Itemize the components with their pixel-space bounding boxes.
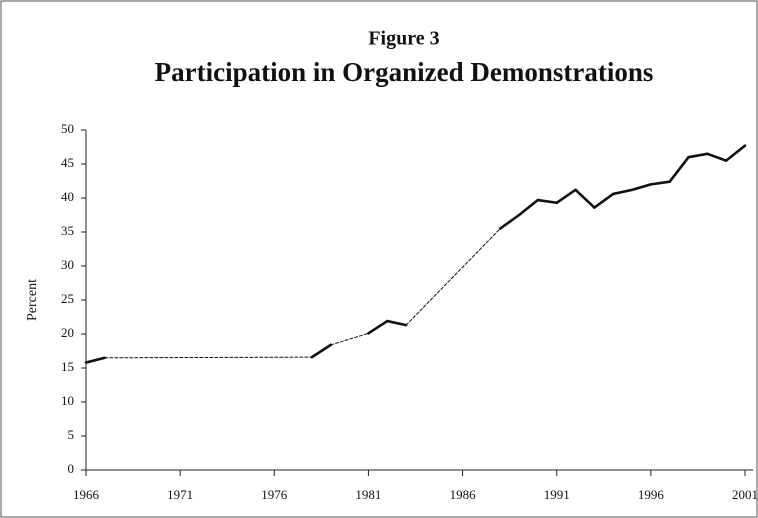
x-tick-label: 1981 [355, 487, 381, 502]
line-segment [310, 343, 333, 359]
y-tick-label: 10 [61, 393, 74, 408]
y-tick-label: 45 [61, 155, 74, 170]
line-segment [668, 155, 690, 183]
line-segment [724, 144, 747, 162]
x-tick-label: 1991 [544, 487, 570, 502]
line-segment [84, 356, 107, 364]
x-tick-label: 1966 [73, 487, 100, 502]
y-tick-label: 40 [61, 189, 74, 204]
line-segment-interpolated [330, 332, 369, 346]
line-segment [555, 188, 577, 205]
y-axis-label: Percent [25, 279, 40, 321]
chart-title: Figure 3 [368, 28, 439, 50]
line-segment [517, 198, 540, 217]
line-segment [611, 188, 634, 196]
line-segment [498, 213, 521, 230]
y-tick-label: 30 [61, 257, 74, 272]
y-tick-label: 0 [68, 461, 75, 476]
x-tick-label: 1971 [167, 487, 193, 502]
line-segment [536, 198, 559, 205]
y-tick-label: 5 [68, 427, 75, 442]
chart-subtitle: Participation in Organized Demonstration… [155, 57, 654, 87]
line-segment-interpolated [104, 356, 313, 359]
x-tick-label: 2001 [732, 487, 758, 502]
y-tick-label: 20 [61, 325, 74, 340]
y-tick-label: 50 [61, 121, 74, 136]
line-segment [687, 152, 709, 159]
line-segment [367, 319, 389, 335]
y-tick-label: 25 [61, 291, 74, 306]
line-segment [706, 152, 728, 162]
line-segment-interpolated [405, 228, 501, 326]
x-tick-label: 1996 [638, 487, 665, 502]
y-tick-label: 15 [61, 359, 74, 374]
line-segment [593, 192, 615, 209]
y-tick-label: 35 [61, 223, 74, 238]
x-tick-label: 1986 [450, 487, 477, 502]
line-segment [649, 180, 671, 186]
line-segment [574, 188, 596, 209]
x-tick-label: 1976 [261, 487, 288, 502]
line-segment [385, 319, 408, 327]
line-segment [630, 183, 653, 192]
